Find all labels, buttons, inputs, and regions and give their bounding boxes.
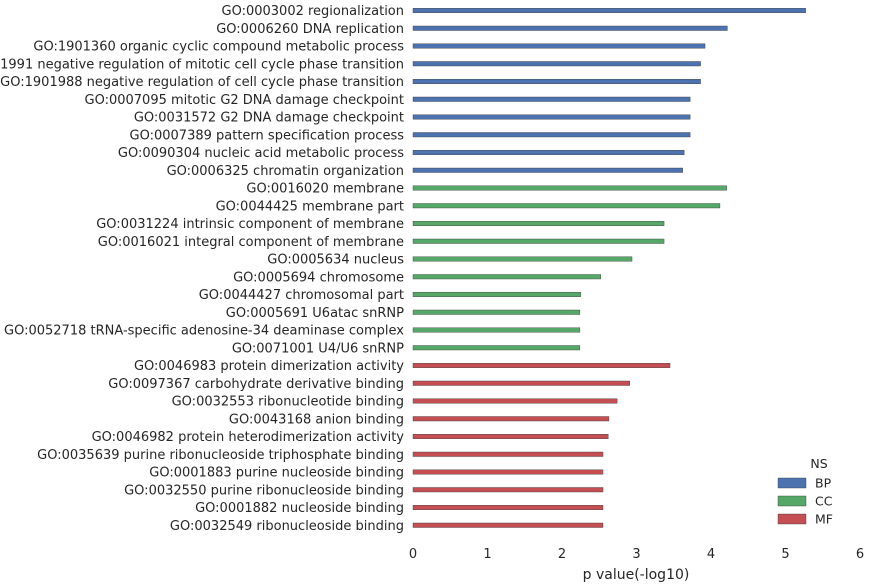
x-axis-title: p value(-log10) [583,567,690,583]
y-tick-label: GO:0007095 mitotic G2 DNA damage checkpo… [85,93,404,108]
bar-cc-8 [412,327,581,333]
legend-swatch-bp [777,477,807,489]
bar-mf-2 [412,398,618,404]
y-tick-label: GO:0005691 U6atac snRNP [226,306,404,321]
bar-bp-5 [412,96,691,102]
bar-cc-4 [412,256,633,262]
legend-title: NS [810,456,827,471]
y-tick-label: GO:1901991 negative regulation of mitoti… [0,57,404,72]
bar-bp-9 [412,167,683,173]
y-tick-label: GO:0035639 purine ribonucleoside triphos… [37,448,404,463]
y-tick-label: GO:0046982 protein heterodimerization ac… [92,430,405,445]
y-tick-label: GO:0044427 chromosomal part [199,288,404,303]
y-tick-label: GO:0090304 nucleic acid metabolic proces… [118,146,404,161]
bar-cc-6 [412,292,581,297]
bar-bp-3 [412,61,701,67]
y-tick-label: GO:0071001 U4/U6 snRNP [232,341,404,356]
legend-label-cc: CC [815,494,833,509]
bar-bp-7 [412,132,691,138]
bar-bp-2 [412,43,706,49]
bar-mf-0 [412,363,671,368]
bar-cc-5 [412,274,601,280]
bar-cc-2 [412,221,665,226]
bar-mf-4 [412,434,609,439]
bar-cc-0 [412,185,727,191]
x-tick-label: 0 [409,547,417,562]
y-tick-label: GO:0044425 membrane part [216,199,404,214]
y-tick-label: GO:0001882 nucleoside binding [195,501,404,516]
bar-cc-3 [412,238,665,244]
y-tick-label: GO:0052718 tRNA-specific adenosine-34 de… [4,324,404,339]
y-tick-label: GO:0003002 regionalization [222,4,404,19]
bar-mf-1 [412,380,630,386]
legend-label-bp: BP [815,476,832,491]
bar-bp-6 [412,114,691,120]
y-tick-label: GO:1901988 negative regulation of cell c… [0,75,404,90]
bar-mf-9 [412,522,604,528]
bar-bp-8 [412,150,685,155]
y-tick-label: GO:0032549 ribonucleoside binding [170,519,404,534]
bar-cc-1 [412,203,721,209]
y-tick-label: GO:1901360 organic cyclic compound metab… [33,40,404,55]
legend: NS BP CC MF [777,456,833,527]
x-tick-label: 1 [483,547,491,562]
bar-bp-0 [412,8,806,13]
legend-swatch-cc [777,495,807,507]
y-tick-label: GO:0043168 anion binding [229,412,404,427]
bar-mf-8 [412,505,604,510]
y-tick-labels: GO:0003002 regionalization GO:0006260 DNA… [0,4,404,534]
bar-mf-3 [412,416,610,422]
x-tick-label: 6 [856,547,864,562]
bar-mf-5 [412,451,604,457]
bar-bp-4 [412,79,701,84]
x-tick-label: 5 [781,547,789,562]
y-tick-label: GO:0031224 intrinsic component of membra… [96,217,404,232]
bar-cc-7 [412,309,581,315]
legend-swatch-mf [777,513,807,525]
y-tick-label: GO:0001883 purine nucleoside binding [149,466,404,481]
bar-mf-6 [412,469,604,475]
x-tick-label: 4 [707,547,715,562]
y-tick-label: GO:0031572 G2 DNA damage checkpoint [134,111,404,126]
y-tick-label: GO:0097367 carbohydrate derivative bindi… [108,377,404,392]
bar-bp-1 [412,25,728,31]
y-tick-label: GO:0016021 integral component of membran… [98,235,404,250]
x-tick-labels: 0 1 2 3 4 5 6 [409,547,864,562]
y-tick-label: GO:0032550 purine ribonucleoside binding [124,483,404,498]
y-tick-label: GO:0007389 pattern specification process [130,128,405,143]
y-tick-label: GO:0006260 DNA replication [216,22,404,37]
x-tick-label: 2 [558,547,566,562]
y-tick-label: GO:0006325 chromatin organization [167,164,404,179]
bars-group [412,8,806,528]
bar-mf-7 [412,487,604,493]
y-tick-label: GO:0005634 nucleus [267,253,404,268]
y-tick-label: GO:0016020 membrane [246,182,404,197]
bar-cc-9 [412,345,581,351]
y-tick-label: GO:0005694 chromosome [233,270,404,285]
y-tick-label: GO:0032553 ribonucleotide binding [172,395,404,410]
x-tick-label: 3 [632,547,640,562]
y-tick-label: GO:0046983 protein dimerization activity [134,359,404,374]
legend-label-mf: MF [815,512,833,527]
